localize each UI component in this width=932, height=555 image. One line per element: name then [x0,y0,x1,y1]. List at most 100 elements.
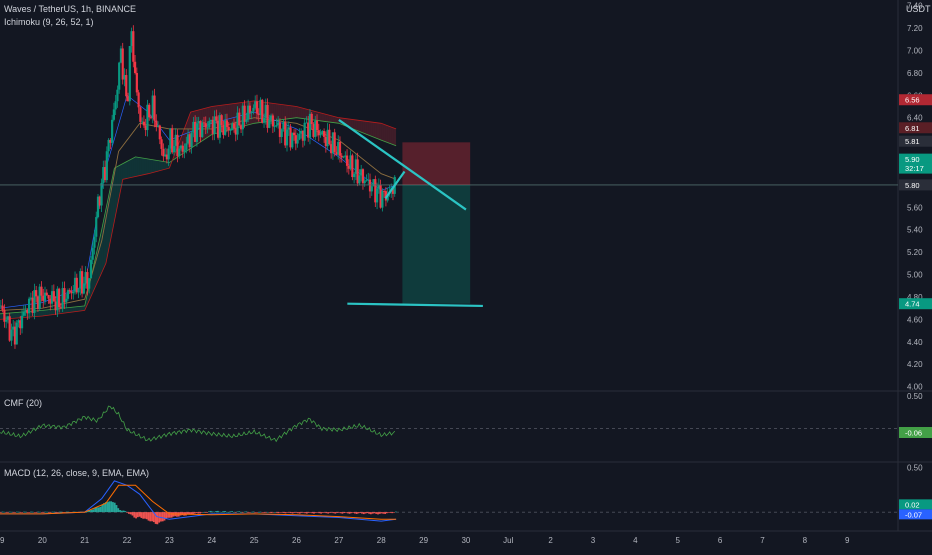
candle-body [47,295,50,299]
macd-histogram-bar [19,512,22,513]
candle-body [6,316,10,320]
candle-body [33,290,36,313]
macd-histogram-bar [249,512,251,513]
macd-histogram-bar [307,512,310,513]
macd-histogram-bar [104,502,107,513]
candle-body [333,132,336,153]
candle-body [354,159,357,174]
candle-body [282,121,285,130]
candle-body [38,286,41,309]
macd-histogram-bar [211,511,214,513]
macd-histogram-bar [348,512,351,514]
candle-body [197,121,200,124]
candle-body [317,130,320,136]
macd-histogram-bar [0,512,2,513]
macd-histogram-bar [225,511,228,513]
macd-histogram-bar [336,512,338,513]
span-a-line [0,117,397,315]
candle-body [268,119,271,128]
cloud-segment [355,119,358,131]
macd-histogram-bar [154,512,157,524]
macd-histogram-bar [108,501,111,513]
candle-body [95,217,98,237]
time-tick-label: 20 [38,536,47,545]
candle-body [137,92,140,108]
macd-histogram-bar [24,511,27,513]
macd-histogram-bar [387,512,390,513]
candle-body [269,115,273,120]
candle-body [61,288,64,309]
macd-histogram-bar [120,510,123,513]
trendline [338,119,467,211]
candle-body [294,135,297,144]
price-tick-label: 4.60 [907,315,923,324]
macd-histogram-bar [40,512,43,513]
macd-histogram-bar [343,512,346,514]
macd-histogram-bar [90,509,93,513]
candle-body [29,297,32,299]
candle-body [275,125,278,127]
macd-histogram-bar [56,512,59,513]
cloud-segment [366,121,369,136]
macd-histogram-bar [362,512,365,515]
candle-body [121,48,124,80]
cloud-segment [321,113,325,122]
macd-histogram-bar [62,512,65,513]
macd-histogram-bar [222,511,225,513]
macd-histogram-bar [371,512,374,514]
candle-body [148,104,151,118]
candle-body [307,122,310,138]
candle-body [190,132,193,147]
candle-body [183,149,186,152]
candle-body [167,148,170,160]
time-tick-label: 25 [250,536,259,545]
candle-body [292,132,296,136]
cloud-segment [288,105,291,119]
macd-histogram-bar [124,511,127,513]
time-tick-label: 19 [0,536,5,545]
cmf-tick-label: 0.50 [907,392,923,401]
macd-histogram-bar [265,512,267,513]
candle-body [0,305,2,307]
macd-value-badge [899,499,932,510]
candle-body [344,155,347,157]
cloud-segment [360,120,363,133]
time-tick-label: 24 [207,536,216,545]
macd-histogram-bar [220,511,223,513]
macd-histogram-bar [44,511,47,513]
cloud-segment [127,160,130,179]
macd-histogram-bar [55,512,57,513]
macd-histogram-bar [325,512,328,514]
candle-body [107,139,110,152]
candle-body [257,113,260,115]
cmf-value-badge [899,427,932,439]
cloud-segment [154,160,157,173]
macd-histogram-bar [302,512,305,513]
price-badge [899,298,932,310]
cloud-segment [152,159,155,173]
cloud-segment [393,128,397,146]
cloud-segment [63,307,66,314]
candle-body [245,119,248,122]
candle-body [379,185,382,208]
macd-histogram-bar [270,512,273,513]
macd-histogram-bar [345,512,347,513]
macd-histogram-bar [238,511,241,513]
candle-body [82,283,85,294]
candle-body [208,120,211,128]
macd-histogram-bar [112,502,114,513]
macd-histogram-bar [128,512,130,514]
candle-body [372,179,375,187]
candle-body [331,132,335,154]
time-tick-label: 29 [419,536,428,545]
candle-body [194,121,197,142]
macd-histogram-bar [119,510,121,513]
macd-histogram-bar [10,511,13,513]
macd-histogram-bar [163,512,166,521]
time-tick-label: 9 [845,536,850,545]
candle-body [35,290,38,297]
macd-histogram-bar [314,512,317,513]
candle-body [36,296,40,309]
